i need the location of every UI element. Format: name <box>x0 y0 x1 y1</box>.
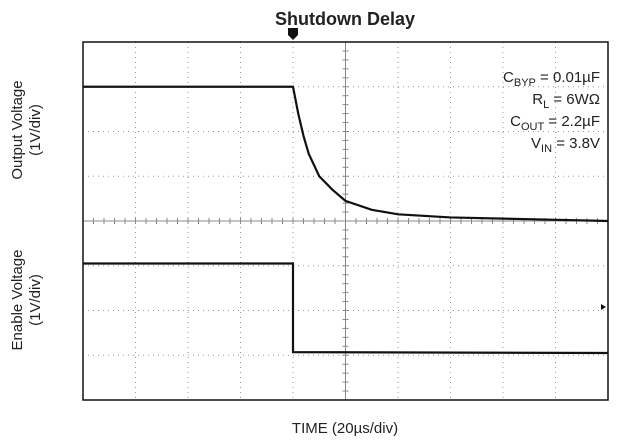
annotation: RL = 6WΩ <box>532 91 600 111</box>
annotation-sub: BYP <box>514 77 536 89</box>
annotation-rest: = 2.2µF <box>544 113 600 130</box>
annotation-main: C <box>510 113 521 130</box>
trace <box>83 85 609 223</box>
y-axis-label: Output Voltage <box>9 80 26 179</box>
annotation-sub: L <box>543 99 549 111</box>
y-axis-label: Enable Voltage <box>9 250 26 351</box>
annotation-sub: OUT <box>521 121 545 133</box>
y-axis-label: (1V/div) <box>27 104 44 156</box>
x-axis-label: TIME (20µs/div) <box>292 420 398 437</box>
annotation-main: V <box>531 135 541 152</box>
annotation-sub: IN <box>541 143 552 155</box>
y-axis-label: (1V/div) <box>27 274 44 326</box>
annotation-rest: = 0.01µF <box>536 69 600 86</box>
annotation: CBYP = 0.01µF <box>503 69 600 89</box>
level-marker <box>601 304 606 310</box>
annotation-main: R <box>532 91 543 108</box>
annotation-main: C <box>503 69 514 86</box>
chart-title: Shutdown Delay <box>275 9 415 29</box>
trigger-marker <box>288 28 298 40</box>
trace <box>83 262 609 355</box>
annotation-rest: = 6WΩ <box>549 91 600 108</box>
annotation: VIN = 3.8V <box>531 135 600 155</box>
annotation: COUT = 2.2µF <box>510 113 600 133</box>
annotation-rest: = 3.8V <box>552 135 600 152</box>
